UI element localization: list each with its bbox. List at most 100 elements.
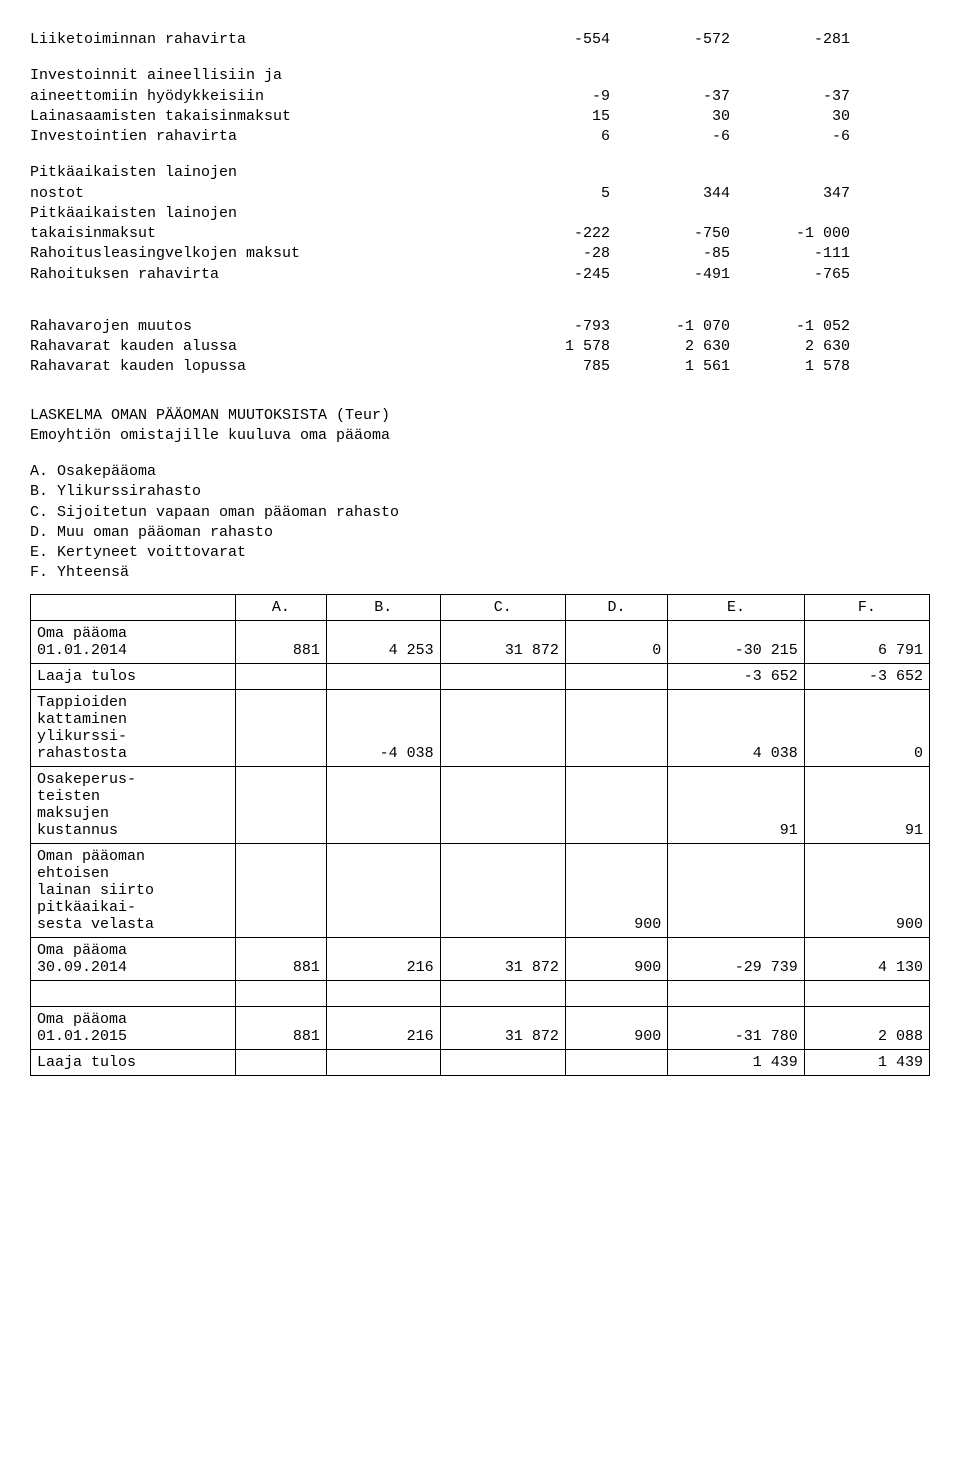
cashflow-row: Rahavarat kauden lopussa7851 5611 578 [30,357,930,377]
table-cell: 2 088 [804,1006,929,1049]
table-cell: -3 652 [804,663,929,689]
legend-item: E. Kertyneet voittovarat [30,543,930,563]
table-cell: 91 [804,766,929,843]
document-page: Liiketoiminnan rahavirta-554-572-281 Inve… [10,20,950,1086]
table-cell [440,843,565,937]
cashflow-row-label: Lainasaamisten takaisinmaksut [30,107,470,127]
section-spacer [30,378,930,406]
row-label: Oman pääoman ehtoisen lainan siirto pitk… [31,843,236,937]
table-cell [565,663,667,689]
table-cell: 900 [565,937,667,980]
table-cell [440,663,565,689]
cashflow-cell: -554 [470,30,610,50]
cashflow-row-label: Rahoituksen rahavirta [30,265,470,285]
cashflow-cell: -28 [470,244,610,264]
cashflow-row: Liiketoiminnan rahavirta-554-572-281 [30,30,930,50]
row-label: Oma pääoma 01.01.2015 [31,1006,236,1049]
row-spacer [30,147,930,163]
cashflow-row: Investointien rahavirta6-6-6 [30,127,930,147]
cashflow-cell: -1 052 [730,317,850,337]
table-cell: 216 [326,1006,440,1049]
cashflow-cell: 30 [610,107,730,127]
table-cell: 881 [235,1006,326,1049]
table-cell: 4 253 [326,620,440,663]
table-cell [668,843,805,937]
cashflow-row-label: Investointien rahavirta [30,127,470,147]
cashflow-cell: -6 [610,127,730,147]
table-cell [565,1049,667,1075]
cashflow-row-label: Rahavarat kauden lopussa [30,357,470,377]
table-cell: 900 [565,1006,667,1049]
cashflow-cell [610,204,730,224]
cashflow-cell: 1 578 [730,357,850,377]
table-row: Osakeperus- teisten maksujen kustannus 91… [31,766,930,843]
table-cell: 900 [565,843,667,937]
table-cell [565,980,667,1006]
cashflow-cell: -281 [730,30,850,50]
table-row: Oma pääoma 01.01.201588121631 872900-31 … [31,1006,930,1049]
section-title-line2: Emoyhtiön omistajille kuuluva oma pääoma [30,426,930,446]
column-header: F. [804,594,929,620]
cashflow-cell [470,66,610,86]
table-cell: 0 [565,620,667,663]
legend-item: F. Yhteensä [30,563,930,583]
table-cell [235,980,326,1006]
cashflow-cell: 1 578 [470,337,610,357]
cashflow-row: Rahoitusleasingvelkojen maksut-28-85-111 [30,244,930,264]
row-spacer [30,50,930,66]
table-cell: -31 780 [668,1006,805,1049]
cashflow-cell [610,66,730,86]
table-row: Tappioiden kattaminen ylikurssi- rahasto… [31,689,930,766]
table-cell: 881 [235,937,326,980]
cashflow-row: Pitkäaikaisten lainojen [30,163,930,183]
table-cell [326,663,440,689]
table-cell: 1 439 [668,1049,805,1075]
cashflow-cell: -1 070 [610,317,730,337]
cashflow-row: takaisinmaksut-222-750-1 000 [30,224,930,244]
cashflow-row: Rahavarojen muutos-793-1 070-1 052 [30,317,930,337]
table-cell: -4 038 [326,689,440,766]
cashflow-cell: -245 [470,265,610,285]
cashflow-row: aineettomiin hyödykkeisiin-9-37-37 [30,87,930,107]
table-row [31,980,930,1006]
table-cell [326,843,440,937]
cashflow-cell: -1 000 [730,224,850,244]
row-label: Oma pääoma 01.01.2014 [31,620,236,663]
cashflow-cell: 785 [470,357,610,377]
table-cell [326,1049,440,1075]
cashflow-cell: 1 561 [610,357,730,377]
section-title-line1: LASKELMA OMAN PÄÄOMAN MUUTOKSISTA (Teur) [30,406,930,426]
cashflow-cell: 5 [470,184,610,204]
legend-item: B. Ylikurssirahasto [30,482,930,502]
cashflow-row-label: aineettomiin hyödykkeisiin [30,87,470,107]
cashflow-cell: -572 [610,30,730,50]
cashflow-cell: -9 [470,87,610,107]
cashflow-cell: 2 630 [610,337,730,357]
cashflow-cell [610,163,730,183]
row-label: Osakeperus- teisten maksujen kustannus [31,766,236,843]
equity-changes-table: A.B.C.D.E.F. Oma pääoma 01.01.20148814 2… [30,594,930,1076]
table-cell: 4 038 [668,689,805,766]
table-cell: 1 439 [804,1049,929,1075]
row-label [31,980,236,1006]
cashflow-row-label: Rahavarojen muutos [30,317,470,337]
column-header: C. [440,594,565,620]
column-header: B. [326,594,440,620]
cashflow-cell [730,163,850,183]
column-legend: A. OsakepääomaB. YlikurssirahastoC. Sijo… [30,462,930,584]
table-cell: -30 215 [668,620,805,663]
cashflow-cell: 6 [470,127,610,147]
table-cell: 0 [804,689,929,766]
table-cell [235,663,326,689]
row-spacer [30,285,930,301]
cashflow-cell: -85 [610,244,730,264]
cashflow-cell: -750 [610,224,730,244]
table-cell [440,980,565,1006]
table-cell: -29 739 [668,937,805,980]
table-cell: 881 [235,620,326,663]
row-label: Laaja tulos [31,1049,236,1075]
column-header: D. [565,594,667,620]
table-cell [235,689,326,766]
table-cell [326,980,440,1006]
cashflow-cell: -491 [610,265,730,285]
